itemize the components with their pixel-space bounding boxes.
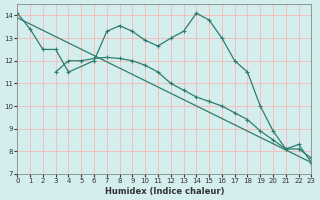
- X-axis label: Humidex (Indice chaleur): Humidex (Indice chaleur): [105, 187, 224, 196]
